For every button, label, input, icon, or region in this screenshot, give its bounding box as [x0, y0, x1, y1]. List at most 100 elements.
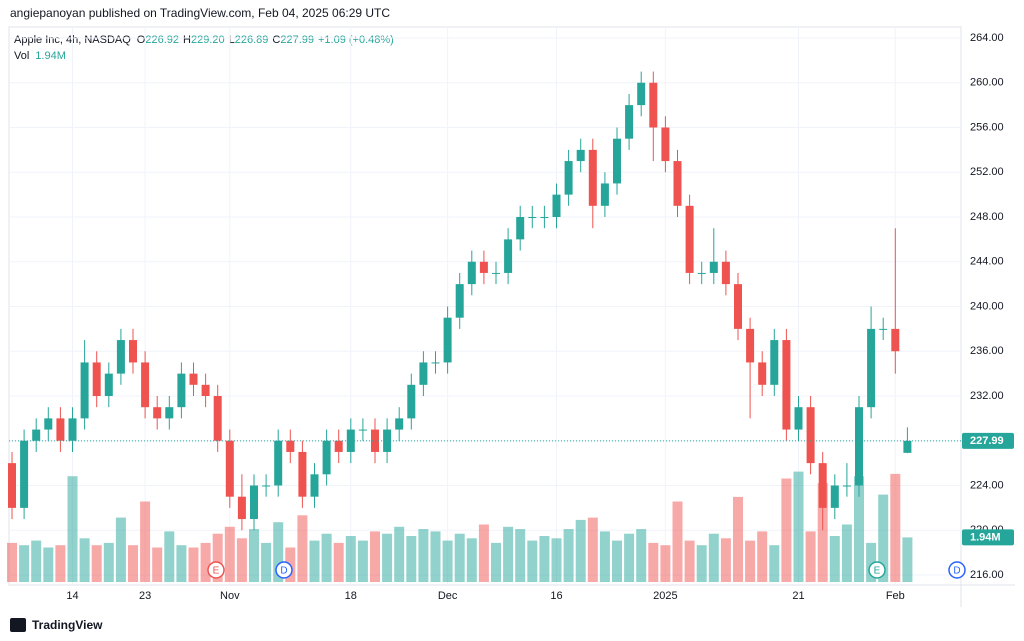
volume-bar — [31, 540, 42, 582]
volume-bar — [745, 540, 756, 582]
volume-bar — [442, 540, 453, 582]
candle-body — [479, 261, 488, 273]
legend-value: 226.89 — [235, 34, 269, 46]
candle-body — [334, 440, 343, 452]
x-tick-label: 2025 — [653, 590, 677, 602]
candle-body — [274, 440, 283, 486]
volume-bar — [624, 533, 635, 582]
candle-body — [891, 328, 900, 352]
candle-body — [419, 362, 428, 385]
volume-bar — [587, 517, 598, 582]
volume-bar — [176, 545, 187, 582]
volume-bar — [188, 547, 199, 582]
candle-body — [673, 161, 682, 206]
volume-bar — [769, 545, 780, 582]
candle-body — [721, 261, 730, 285]
x-tick-label: 21 — [792, 590, 804, 602]
candle-body — [637, 82, 646, 106]
candle-body — [250, 485, 258, 520]
volume-bar — [273, 522, 284, 582]
event-icon — [948, 561, 966, 579]
candle-body — [286, 440, 295, 452]
legend-value: 229.20 — [191, 34, 225, 46]
legend-key: O — [137, 34, 146, 46]
y-tick-label: 232.00 — [970, 390, 1004, 402]
candle-body — [177, 373, 186, 408]
volume-bar — [539, 536, 550, 582]
volume-bar — [757, 531, 768, 582]
x-tick-label: Dec — [438, 590, 458, 602]
candle-body — [504, 239, 513, 273]
legend-key: L — [229, 34, 235, 46]
legend-volume-name: Vol — [14, 50, 29, 62]
volume-bar — [854, 476, 864, 582]
candle-body — [685, 205, 694, 273]
candle-body — [407, 384, 416, 419]
candle-body — [129, 340, 137, 363]
volume-bar — [333, 542, 344, 582]
volume-bar — [164, 531, 175, 582]
volume-bar — [612, 540, 622, 582]
candle-body — [20, 440, 29, 508]
candle-body — [516, 217, 525, 240]
volume-bar — [345, 536, 356, 582]
legend-key: C — [272, 34, 280, 46]
candle-body — [709, 261, 718, 273]
candle-body — [903, 440, 912, 453]
volume-bar — [309, 540, 320, 582]
volume-bar — [67, 476, 78, 582]
volume-bar — [478, 524, 489, 582]
legend-key: H — [183, 34, 191, 46]
volume-bar — [152, 547, 163, 582]
volume-bar — [708, 533, 719, 582]
y-tick-label: 236.00 — [970, 345, 1004, 357]
candle-body — [310, 474, 319, 497]
volume-bar — [418, 529, 429, 582]
candle-body — [564, 161, 573, 195]
candle-body — [794, 407, 803, 430]
legend-change: +1.09 (+0.48%) — [318, 34, 394, 46]
volume-bar — [696, 545, 707, 582]
candle-body — [842, 485, 851, 487]
candle-body — [189, 373, 198, 385]
volume-bar — [236, 538, 247, 582]
volume-bar — [805, 531, 816, 582]
event-label: D — [953, 566, 960, 577]
candle-body — [225, 440, 234, 497]
y-tick-label: 264.00 — [970, 32, 1004, 44]
candle-body — [625, 105, 634, 139]
candle-body — [44, 418, 53, 430]
candle-body — [56, 418, 65, 441]
candle-body — [770, 340, 779, 385]
candle-body — [855, 407, 863, 486]
volume-bar — [224, 526, 235, 582]
volume-bar — [466, 538, 477, 582]
volume-bar — [551, 538, 562, 582]
volume-bar — [793, 471, 804, 582]
volume-bar — [563, 529, 574, 582]
volume-bar — [297, 515, 308, 582]
volume-bar — [249, 529, 259, 582]
volume-bar — [527, 540, 538, 582]
volume-bar — [660, 545, 671, 582]
volume-bar — [128, 545, 138, 582]
candle-body — [322, 440, 331, 475]
x-tick-label: Feb — [886, 590, 905, 602]
x-tick-label: 23 — [139, 590, 151, 602]
volume-bar — [781, 478, 792, 582]
y-tick-label: 240.00 — [970, 300, 1004, 312]
volume-bar — [733, 496, 743, 582]
candle-body — [649, 82, 658, 128]
candle-body — [528, 217, 537, 218]
volume-bar — [503, 526, 514, 582]
candle-body — [697, 272, 706, 274]
y-tick-label: 252.00 — [970, 166, 1004, 178]
y-tick-label: 244.00 — [970, 256, 1004, 268]
volume-bar — [720, 538, 731, 582]
y-tick-label: 216.00 — [970, 569, 1004, 581]
footer-logo: TradingView — [32, 618, 103, 632]
candle-body — [467, 261, 476, 285]
logo-icon — [10, 618, 26, 632]
x-tick-label: 16 — [550, 590, 562, 602]
